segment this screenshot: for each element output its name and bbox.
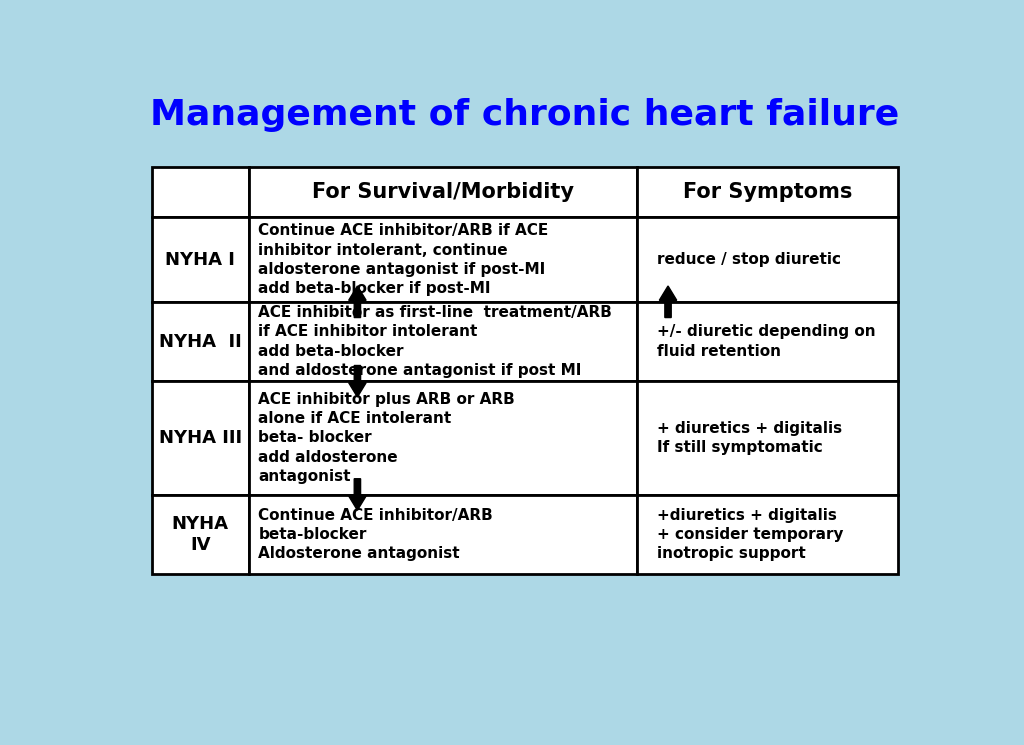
Bar: [249, 218, 637, 302]
Bar: [152, 167, 249, 218]
Bar: [637, 302, 898, 381]
Bar: [249, 302, 637, 381]
Bar: [249, 381, 637, 495]
Bar: [152, 381, 249, 495]
Bar: [637, 381, 898, 495]
Bar: [152, 495, 249, 574]
Text: NYHA III: NYHA III: [159, 429, 242, 447]
Text: Continue ACE inhibitor/ARB if ACE
inhibitor intolerant, continue
aldosterone ant: Continue ACE inhibitor/ARB if ACE inhibi…: [258, 224, 549, 296]
FancyArrow shape: [348, 479, 367, 510]
FancyArrow shape: [348, 286, 367, 317]
FancyArrow shape: [659, 286, 677, 317]
Text: + diuretics + digitalis
If still symptomatic: + diuretics + digitalis If still symptom…: [656, 421, 842, 455]
FancyArrow shape: [348, 366, 367, 397]
Text: NYHA  II: NYHA II: [159, 332, 242, 350]
Text: NYHA I: NYHA I: [165, 250, 236, 269]
Text: ACE inhibitor as first-line  treatment/ARB
if ACE inhibitor intolerant
add beta-: ACE inhibitor as first-line treatment/AR…: [258, 305, 612, 378]
Bar: [152, 302, 249, 381]
Text: +/- diuretic depending on
fluid retention: +/- diuretic depending on fluid retentio…: [656, 324, 876, 358]
Bar: [249, 167, 637, 218]
Bar: [249, 495, 637, 574]
Bar: [637, 218, 898, 302]
Text: NYHA
IV: NYHA IV: [172, 515, 228, 554]
Text: For Survival/Morbidity: For Survival/Morbidity: [311, 182, 573, 202]
Text: +diuretics + digitalis
+ consider temporary
inotropic support: +diuretics + digitalis + consider tempor…: [656, 507, 843, 561]
Text: Continue ACE inhibitor/ARB
beta-blocker
Aldosterone antagonist: Continue ACE inhibitor/ARB beta-blocker …: [258, 507, 494, 561]
Text: Management of chronic heart failure: Management of chronic heart failure: [151, 98, 899, 132]
Bar: [152, 218, 249, 302]
Bar: [637, 167, 898, 218]
Text: For Symptoms: For Symptoms: [683, 182, 852, 202]
Text: reduce / stop diuretic: reduce / stop diuretic: [656, 252, 841, 267]
Text: ACE inhibitor plus ARB or ARB
alone if ACE intolerant
beta- blocker
add aldoster: ACE inhibitor plus ARB or ARB alone if A…: [258, 392, 515, 484]
Bar: [637, 495, 898, 574]
